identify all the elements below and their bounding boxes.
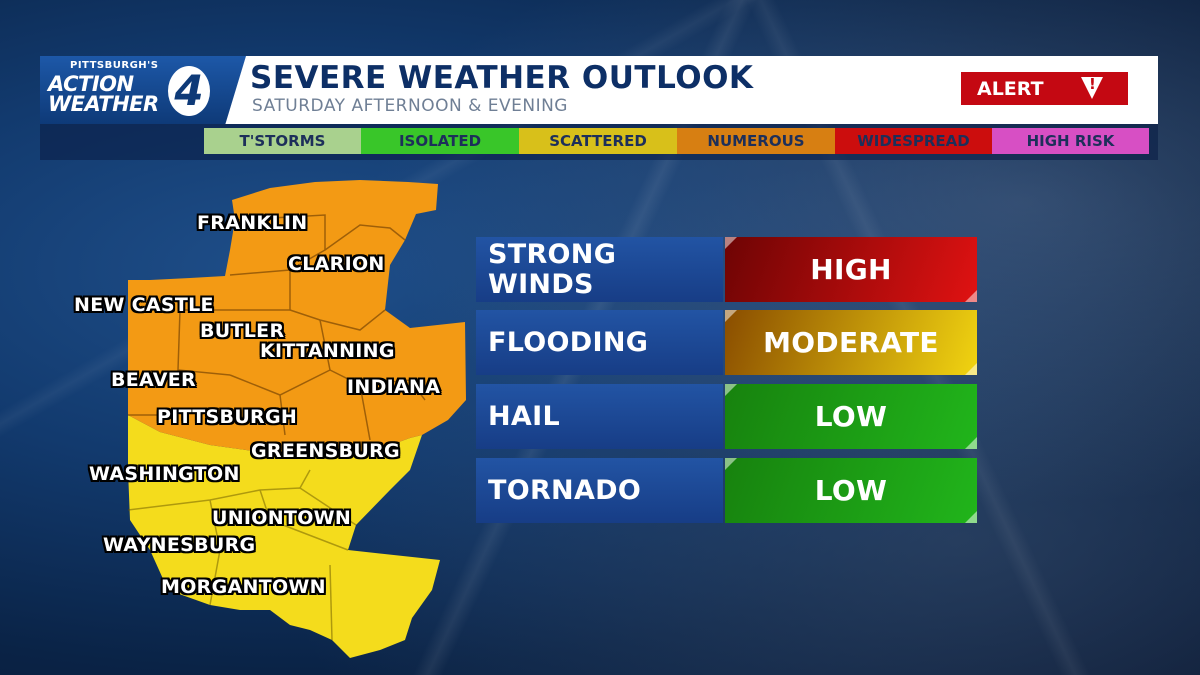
city-kittanning: KITTANNING	[260, 340, 395, 362]
legend-item-high-risk: HIGH RISK	[992, 128, 1149, 154]
legend-item-widespread: WIDESPREAD	[835, 128, 992, 154]
city-uniontown: UNIONTOWN	[212, 507, 352, 529]
risk-category: TORNADO	[476, 458, 723, 523]
risk-level-label: LOW	[814, 474, 888, 507]
corner-accent	[725, 458, 737, 470]
legend-item-scattered: SCATTERED	[519, 128, 677, 154]
corner-accent	[965, 363, 977, 375]
logo-action-text: ACTION	[48, 72, 134, 96]
city-washington: WASHINGTON	[89, 463, 240, 485]
alert-label: ALERT	[977, 78, 1044, 100]
warning-triangle-icon	[1081, 77, 1103, 99]
city-clarion: CLARION	[288, 253, 385, 275]
risk-category: FLOODING	[476, 310, 723, 375]
corner-accent	[965, 511, 977, 523]
county-boundaries	[128, 214, 426, 441]
risk-category: STRONG WINDS	[476, 237, 723, 302]
corner-accent	[725, 384, 737, 396]
city-new-castle: NEW CASTLE	[74, 294, 214, 316]
risk-level: LOW	[725, 384, 977, 449]
station-logo	[40, 56, 246, 124]
corner-accent	[725, 310, 737, 322]
city-franklin: FRANKLIN	[197, 212, 308, 234]
city-beaver: BEAVER	[111, 369, 196, 391]
risk-row-hail: HAIL LOW	[476, 384, 977, 449]
risk-row-tornado: TORNADO LOW	[476, 458, 977, 523]
numerous-risk-zone	[128, 180, 466, 456]
corner-accent	[965, 437, 977, 449]
risk-row-flooding: FLOODING MODERATE	[476, 310, 977, 375]
page-subtitle: SATURDAY AFTERNOON & EVENING	[252, 96, 568, 116]
corner-accent	[725, 237, 737, 249]
city-indiana: INDIANA	[347, 376, 441, 398]
page-title: SEVERE WEATHER OUTLOOK	[250, 60, 754, 96]
exclamation-mark: !	[1089, 75, 1096, 93]
city-butler: BUTLER	[200, 320, 285, 342]
legend-item-numerous: NUMEROUS	[677, 128, 835, 154]
risk-level: LOW	[725, 458, 977, 523]
alert-badge: ALERT !	[961, 72, 1128, 105]
risk-level-label: LOW	[814, 400, 888, 433]
city-waynesburg: WAYNESBURG	[103, 534, 256, 556]
logo-weather-text: WEATHER	[48, 92, 159, 116]
risk-map	[127, 180, 466, 658]
risk-level: HIGH	[725, 237, 977, 302]
city-morgantown: MORGANTOWN	[161, 576, 326, 598]
legend-item-isolated: ISOLATED	[361, 128, 519, 154]
risk-row-strong-winds: STRONG WINDS HIGH	[476, 237, 977, 302]
corner-accent	[965, 290, 977, 302]
city-pittsburgh: PITTSBURGH	[157, 406, 298, 428]
county-boundaries-south	[127, 469, 357, 641]
logo-top-text: PITTSBURGH'S	[70, 60, 159, 71]
risk-level: MODERATE	[725, 310, 977, 375]
risk-level-label: MODERATE	[763, 326, 939, 359]
scattered-risk-zone	[128, 415, 440, 658]
city-greensburg: GREENSBURG	[251, 440, 400, 462]
legend-item-tstorms: T'STORMS	[204, 128, 361, 154]
risk-legend: T'STORMS ISOLATED SCATTERED NUMEROUS WID…	[204, 128, 1149, 154]
risk-level-label: HIGH	[810, 253, 892, 286]
risk-category: HAIL	[476, 384, 723, 449]
logo-number-badge: 4	[168, 66, 210, 116]
